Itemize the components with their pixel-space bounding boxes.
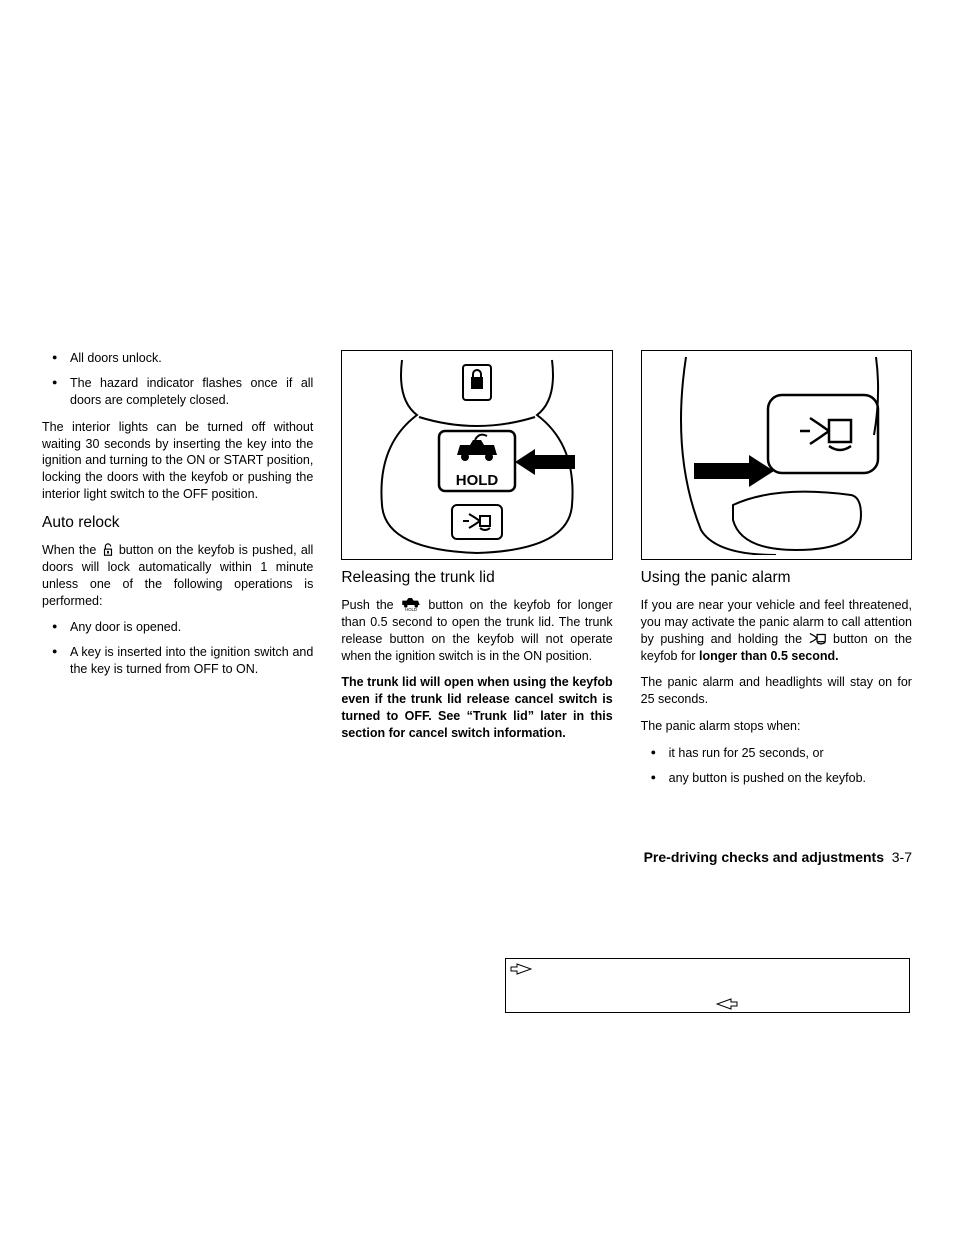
keyfob-trunk-svg: HOLD bbox=[347, 355, 607, 555]
body-text: If you are near your vehicle and feel th… bbox=[641, 597, 912, 665]
keyfob-panic-svg bbox=[646, 355, 906, 555]
text-run: longer than 0.5 second. bbox=[699, 649, 839, 663]
svg-text:HOLD: HOLD bbox=[456, 472, 499, 489]
subheading-trunk: Releasing the trunk lid bbox=[341, 568, 612, 589]
revision-box bbox=[505, 958, 910, 1013]
body-text: Push the HOLD button on the keyfob for l… bbox=[341, 597, 612, 665]
hand-left-icon bbox=[716, 997, 738, 1011]
text-run: When the bbox=[42, 543, 101, 557]
body-text-bold: The trunk lid will open when using the k… bbox=[341, 674, 612, 742]
body-text: When the button on the keyfob is pushed,… bbox=[42, 542, 313, 610]
car-hold-icon: HOLD bbox=[400, 598, 422, 612]
subheading-auto-relock: Auto relock bbox=[42, 513, 313, 534]
subheading-panic: Using the panic alarm bbox=[641, 568, 912, 589]
body-text: The panic alarm and headlights will stay… bbox=[641, 674, 912, 708]
body-text: The panic alarm stops when: bbox=[641, 718, 912, 735]
list-item: any button is pushed on the keyfob. bbox=[669, 770, 912, 787]
footer-page: 3-7 bbox=[892, 849, 912, 865]
manual-page: All doors unlock. The hazard indicator f… bbox=[0, 0, 954, 1235]
hand-right-icon bbox=[510, 962, 532, 976]
footer-section: Pre-driving checks and adjustments bbox=[644, 849, 884, 865]
text-run: The trunk lid will open when using the k… bbox=[341, 675, 612, 740]
column-3: Using the panic alarm If you are near yo… bbox=[641, 350, 912, 797]
column-container: All doors unlock. The hazard indicator f… bbox=[42, 350, 912, 797]
list-item: A key is inserted into the ignition swit… bbox=[70, 644, 313, 678]
text-run: Push the bbox=[341, 598, 400, 612]
bullet-list: it has run for 25 seconds, or any button… bbox=[641, 745, 912, 787]
list-item: it has run for 25 seconds, or bbox=[669, 745, 912, 762]
body-text: The interior lights can be turned off wi… bbox=[42, 419, 313, 503]
keyfob-panic-figure bbox=[641, 350, 912, 560]
list-item: Any door is opened. bbox=[70, 619, 313, 636]
bullet-list: Any door is opened. A key is inserted in… bbox=[42, 619, 313, 678]
keyfob-trunk-figure: HOLD bbox=[341, 350, 612, 560]
column-1: All doors unlock. The hazard indicator f… bbox=[42, 350, 313, 797]
column-2: HOLD Releasing the trunk lid bbox=[341, 350, 612, 797]
list-item: The hazard indicator flashes once if all… bbox=[70, 375, 313, 409]
panic-icon bbox=[809, 632, 827, 646]
list-item: All doors unlock. bbox=[70, 350, 313, 367]
svg-text:HOLD: HOLD bbox=[405, 607, 417, 612]
unlock-icon bbox=[101, 543, 115, 557]
bullet-list: All doors unlock. The hazard indicator f… bbox=[42, 350, 313, 409]
page-footer: Pre-driving checks and adjustments 3-7 bbox=[644, 848, 912, 867]
